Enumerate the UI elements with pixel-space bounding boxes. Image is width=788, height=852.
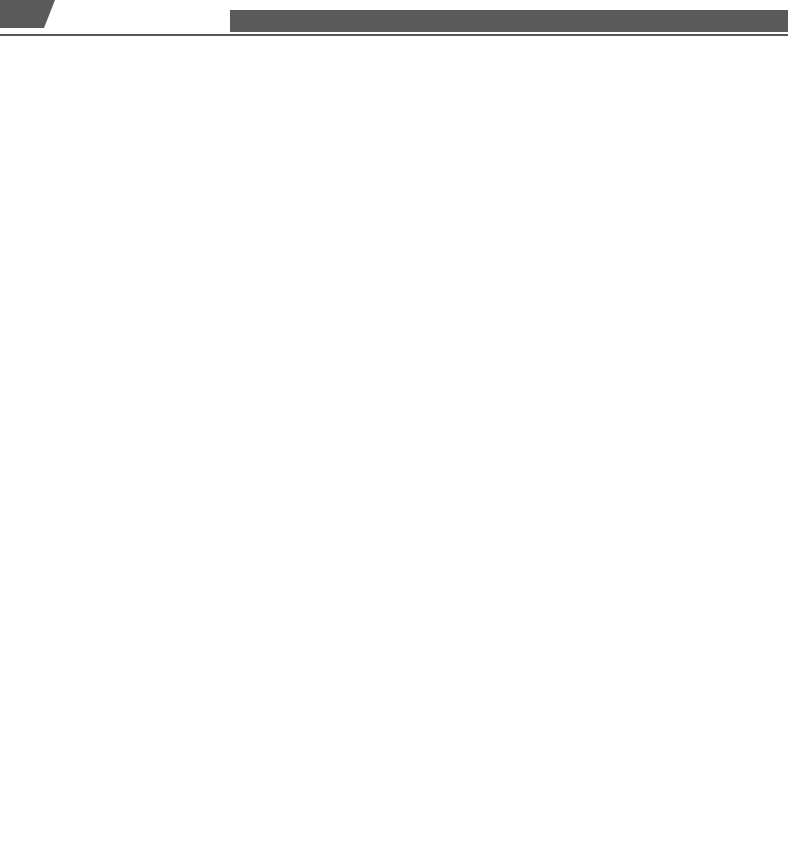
page-header [0, 0, 788, 36]
header-accent [0, 0, 55, 28]
diagram-svg [24, 88, 764, 283]
brand-logo [22, 329, 228, 490]
flight-path-diagram [24, 88, 764, 283]
rsl-logo-svg [35, 329, 215, 479]
header-left [0, 0, 69, 28]
header-cn-label [230, 10, 788, 32]
speed-temperature-table [252, 329, 766, 490]
